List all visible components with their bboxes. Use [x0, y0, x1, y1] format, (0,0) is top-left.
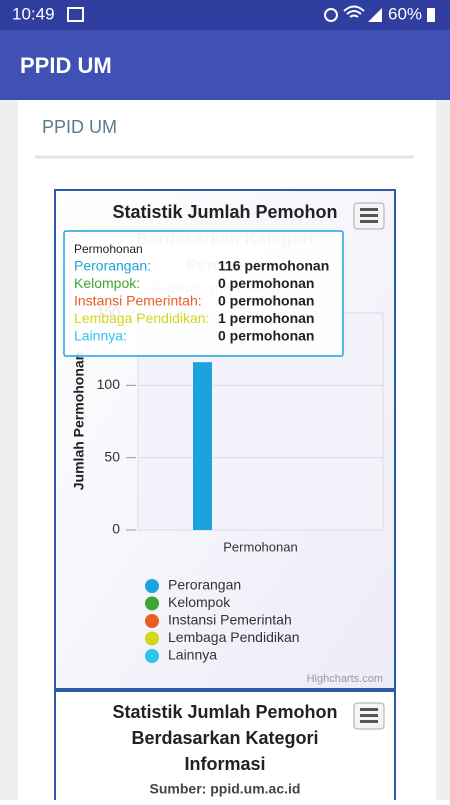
signal-icon [368, 8, 382, 22]
credit: Highcharts.com [307, 673, 383, 685]
legend-marker[interactable] [145, 596, 159, 611]
y-tick-label: 50 [104, 448, 120, 464]
clock: 10:49 [12, 4, 55, 23]
legend-label[interactable]: Lainnya [168, 647, 217, 663]
legend-label[interactable]: Kelompok [168, 594, 231, 610]
chart-source: Sumber: ppid.um.ac.id [150, 781, 301, 797]
battery-icon [427, 8, 435, 22]
alarm-icon [324, 8, 338, 22]
y-axis-label: Jumlah Permohonan [71, 352, 87, 490]
menu-icon-bar [360, 208, 378, 211]
page-heading: PPID UM [42, 117, 117, 137]
menu-icon-bar [360, 720, 378, 723]
chart-subtitle: Berdasarkan Kategori [131, 728, 318, 748]
tooltip-label: Perorangan: [74, 258, 151, 274]
app-title: PPID UM [20, 53, 112, 78]
tooltip-label: Lembaga Pendidikan: [74, 310, 209, 326]
image-icon [67, 7, 84, 22]
menu-icon-bar [360, 220, 378, 223]
app-bar [0, 30, 450, 100]
menu-icon-bar [360, 214, 378, 217]
tooltip-label: Lainnya: [74, 328, 127, 344]
chart-subtitle: Informasi [184, 754, 265, 774]
chart-title: Statistik Jumlah Pemohon [112, 202, 337, 222]
legend-label[interactable]: Instansi Pemerintah [168, 612, 292, 628]
tooltip-value: 1 permohonan [218, 310, 314, 326]
tooltip-value: 0 permohonan [218, 275, 314, 291]
legend-label[interactable]: Lembaga Pendidikan [168, 629, 300, 645]
menu-icon-bar [360, 708, 378, 711]
wifi-icon [343, 5, 365, 18]
legend-marker[interactable] [145, 631, 159, 646]
tooltip-label: Kelompok: [74, 275, 140, 291]
tooltip-label: Instansi Pemerintah: [74, 293, 202, 309]
chart-container [54, 690, 396, 805]
tooltip-value: 116 permohonan [218, 258, 329, 274]
legend-marker[interactable] [145, 649, 159, 663]
tooltip-header: Permohonan [74, 242, 143, 256]
menu-icon-bar [360, 714, 378, 717]
legend-marker[interactable] [145, 614, 159, 628]
x-tick-label: Permohonan [223, 539, 297, 554]
legend-marker[interactable] [145, 579, 159, 593]
tooltip-value: 0 permohonan [218, 328, 314, 344]
chart-title: Statistik Jumlah Pemohon [112, 702, 337, 722]
y-tick-label: 0 [112, 521, 120, 537]
tooltip-value: 0 permohonan [218, 293, 314, 309]
battery-level: 60% [388, 4, 422, 23]
legend-label[interactable]: Perorangan [168, 577, 241, 593]
tooltip [63, 230, 344, 357]
y-tick-label: 100 [97, 376, 121, 392]
bar [193, 362, 212, 530]
